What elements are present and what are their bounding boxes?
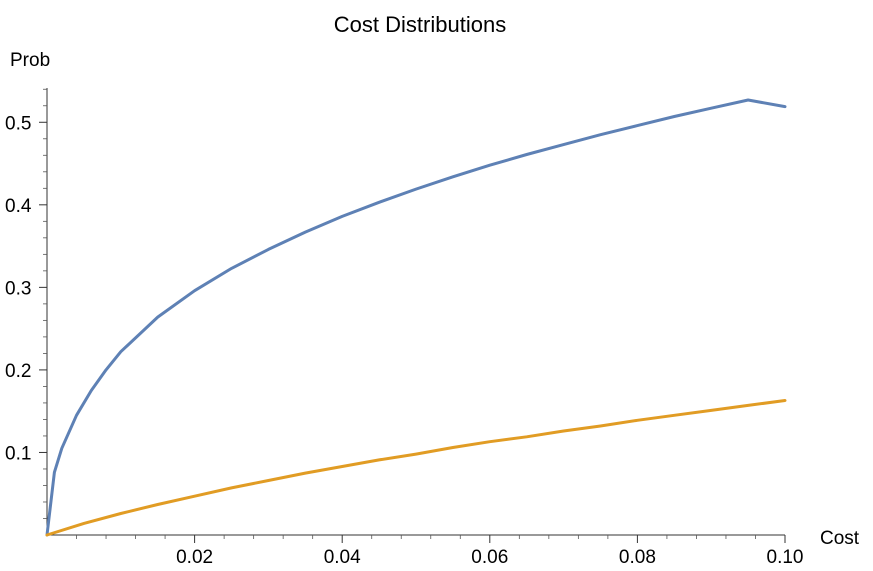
series-line [45,399,787,537]
x-tick-label: 0.06 [471,547,508,568]
chart-title: Cost Distributions [334,12,506,37]
y-tick-label: 0.4 [5,196,32,217]
x-tick-label: 0.02 [176,547,213,568]
y-tick-label: 0.2 [5,361,31,382]
x-minor-ticks [76,535,756,539]
x-tick-label: 0.10 [767,547,804,568]
y-tick-label: 0.3 [5,278,31,299]
x-tick-label: 0.04 [324,547,361,568]
y-minor-ticks [43,88,47,519]
y-tick-label: 0.1 [5,443,31,464]
y-tick-label: 0.5 [5,113,31,134]
x-ticks: 0.02 0.04 0.06 0.08 0.10 [176,535,803,568]
y-axis-title: Prob [10,50,50,71]
y-ticks: 0.1 0.2 0.3 0.4 0.5 [5,113,47,464]
x-axis-title: Cost [820,528,860,549]
series-line [45,98,787,537]
x-tick-label: 0.08 [619,547,656,568]
axes [46,88,785,536]
series-group [45,98,787,537]
